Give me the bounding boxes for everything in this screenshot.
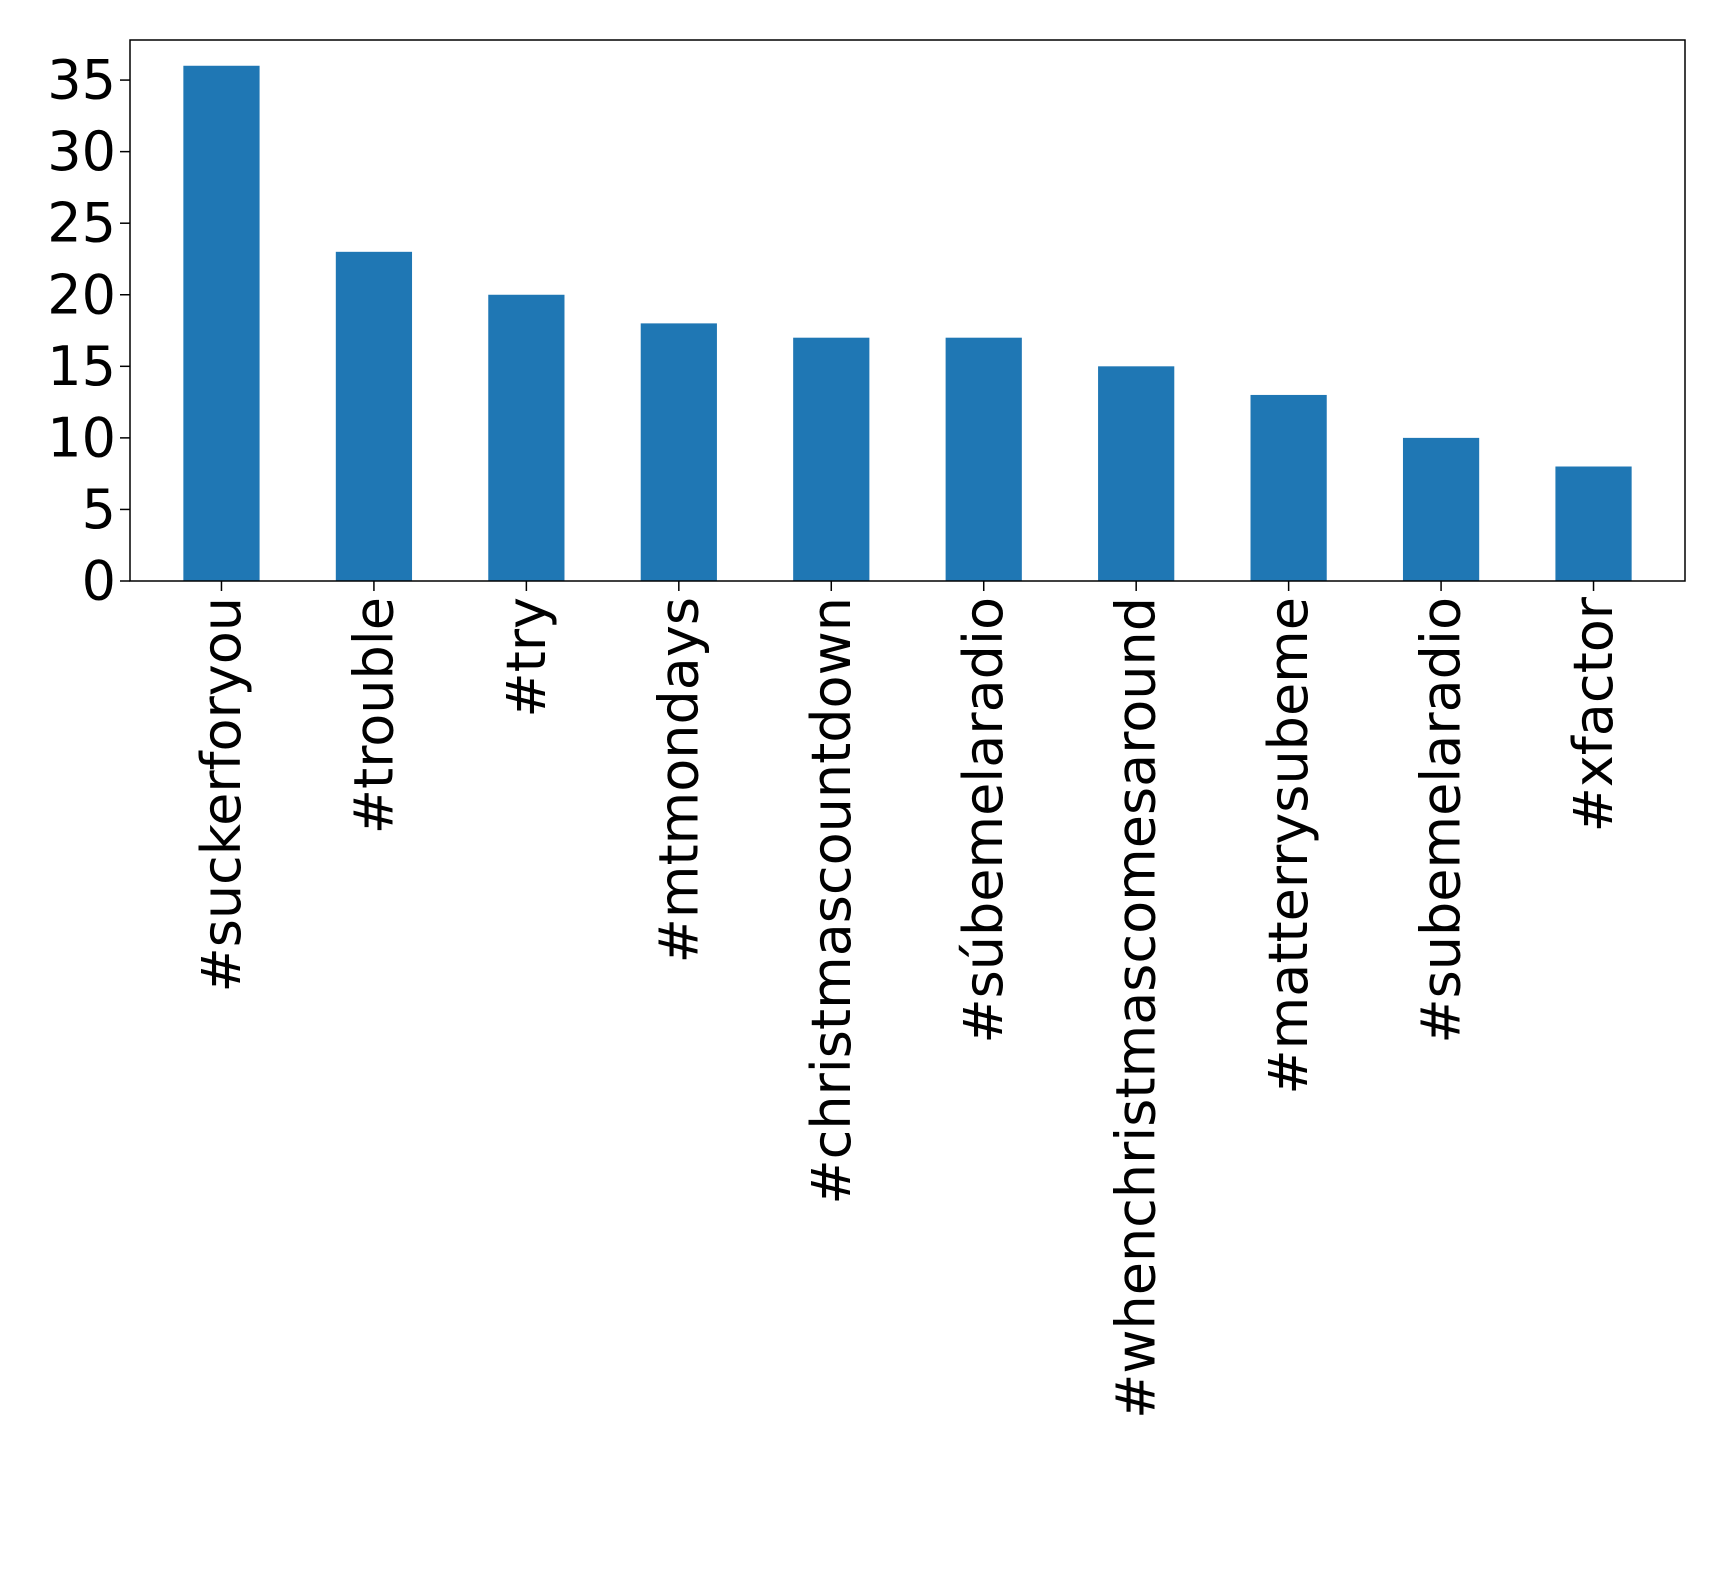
x-axis: #suckerforyou #trouble #try #mtmondays #chri…: [190, 581, 1625, 1419]
x-tick-label-6: #whenchristmascomesaround: [1105, 597, 1168, 1419]
y-tick-label-0: 0: [82, 550, 116, 613]
y-axis: 0 5 10 15 20 25 30 35: [47, 49, 130, 613]
bar-3: [640, 323, 717, 581]
x-tick-label-1: #trouble: [342, 597, 405, 834]
y-tick-label-6: 30: [47, 120, 116, 183]
bar-5: [945, 337, 1022, 581]
bar-9: [1555, 466, 1632, 581]
y-tick-label-1: 5: [82, 478, 116, 541]
x-tick-label-8: #subemelaradio: [1410, 597, 1473, 1044]
plot-frame: [129, 39, 1686, 582]
x-tick-label-2: #try: [495, 597, 558, 718]
bar-8: [1402, 437, 1480, 581]
bar-0: [183, 65, 260, 581]
bar-4: [793, 337, 870, 581]
bars-group: [183, 65, 1632, 581]
bar-1: [335, 251, 413, 581]
x-tick-label-9: #xfactor: [1562, 596, 1625, 832]
x-tick-label-5: #súbemelaradio: [952, 597, 1015, 1044]
bar-7: [1250, 394, 1327, 581]
x-tick-label-3: #mtmondays: [647, 597, 710, 963]
y-tick-label-2: 10: [47, 406, 116, 469]
y-tick-label-7: 35: [47, 49, 116, 112]
y-tick-label-3: 15: [47, 335, 116, 398]
bar-2: [488, 294, 565, 581]
y-tick-label-5: 25: [47, 192, 116, 255]
x-tick-label-0: #suckerforyou: [190, 597, 253, 993]
x-tick-label-7: #matterrysubeme: [1257, 597, 1320, 1095]
y-tick-label-4: 20: [47, 263, 116, 326]
bar-6: [1098, 366, 1175, 581]
x-tick-label-4: #christmascountdown: [800, 597, 863, 1205]
